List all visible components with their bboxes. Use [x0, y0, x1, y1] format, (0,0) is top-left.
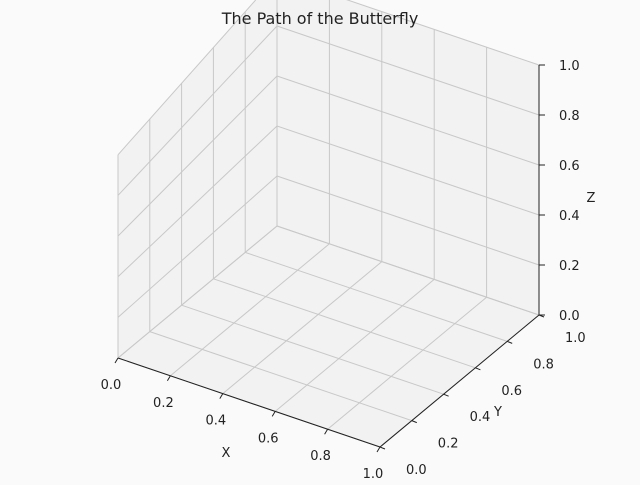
grid-line-left-z-3 — [117, 75, 278, 237]
grid-line-left-z-4 — [117, 25, 278, 196]
x-tick-label-3: 0.6 — [258, 431, 279, 446]
x-tick-label-1: 0.2 — [153, 396, 174, 411]
x-axis-line — [117, 357, 381, 448]
grid-line-floor-x-1 — [170, 243, 330, 377]
grid-line-left-z-0 — [117, 225, 278, 359]
y-tick-4 — [507, 340, 513, 344]
x-tick-label-4: 0.8 — [310, 449, 331, 464]
y-tick-label-5: 1.0 — [565, 331, 586, 346]
grid-line-floor-x-3 — [274, 279, 435, 412]
y-tick-1 — [411, 420, 417, 424]
grid-line-back-z-3 — [276, 75, 540, 166]
grid-line-floor-y-4 — [245, 251, 508, 342]
z-tick-label-2: 0.4 — [559, 209, 580, 224]
axis-lines — [117, 65, 540, 448]
grid-line-floor-y-1 — [149, 331, 412, 422]
grid-line-back-z-1 — [276, 175, 540, 266]
floor-pane — [118, 226, 539, 447]
x-tick-1 — [166, 375, 171, 382]
y-axis-line — [379, 314, 540, 448]
y-tick-label-3: 0.6 — [501, 384, 522, 399]
z-tick-label-1: 0.2 — [559, 259, 580, 274]
tick-marks — [114, 64, 545, 453]
y-axis-label: Y — [493, 405, 502, 420]
z-tick-label-3: 0.6 — [559, 159, 580, 174]
z-tick-label-0: 0.0 — [559, 309, 580, 324]
tick-labels: 0.0 0.0 0.0 0.2 0.2 0.2 0.4 0.4 0.4 0.6 0.6 0.6 0.8 0… — [101, 59, 586, 482]
y-tick-5 — [538, 314, 545, 318]
grid-line-left-z-1 — [117, 175, 278, 318]
x-tick-label-5: 1.0 — [363, 467, 384, 480]
y-tick-label-1: 0.2 — [438, 437, 459, 452]
left-wall-pane — [118, 0, 277, 358]
grid-line-left-z-5 — [117, 0, 257, 156]
x-tick-5 — [376, 446, 381, 453]
x-tick-3 — [271, 411, 276, 417]
grid-line-left-z-2 — [117, 125, 278, 278]
x-tick-label-2: 0.4 — [205, 414, 226, 429]
z-tick-label-5: 1.0 — [559, 59, 580, 74]
chart-title: The Path of the Butterfly — [221, 9, 419, 28]
y-tick-2 — [443, 393, 449, 397]
grid-line-floor-y-2 — [181, 304, 444, 395]
grid-line-floor-y-3 — [213, 278, 476, 369]
grid-line-floor-y-5 — [276, 225, 540, 316]
y-tick-label-2: 0.4 — [470, 410, 491, 425]
x-tick-label-0: 0.0 — [101, 378, 122, 393]
grid-line-floor-x-2 — [222, 261, 383, 394]
grid-line-back-z-5 — [346, 0, 540, 66]
grid-line-floor-x-4 — [327, 296, 487, 430]
y-tick-label-0: 0.0 — [406, 463, 427, 478]
y-tick-3 — [475, 367, 481, 371]
y-tick-label-4: 0.8 — [533, 357, 554, 372]
x-axis-label: X — [222, 446, 231, 461]
axis-panes — [118, 0, 539, 447]
z-tick-label-4: 0.8 — [559, 109, 580, 124]
back-wall-pane — [277, 0, 539, 315]
x-tick-2 — [219, 393, 224, 399]
y-tick-0 — [379, 446, 386, 450]
grid-line-back-z-4 — [276, 25, 540, 116]
z-axis-label: Z — [587, 191, 596, 206]
grid-line-back-z-2 — [276, 125, 540, 216]
x-tick-0 — [114, 357, 119, 364]
x-tick-4 — [324, 428, 329, 435]
